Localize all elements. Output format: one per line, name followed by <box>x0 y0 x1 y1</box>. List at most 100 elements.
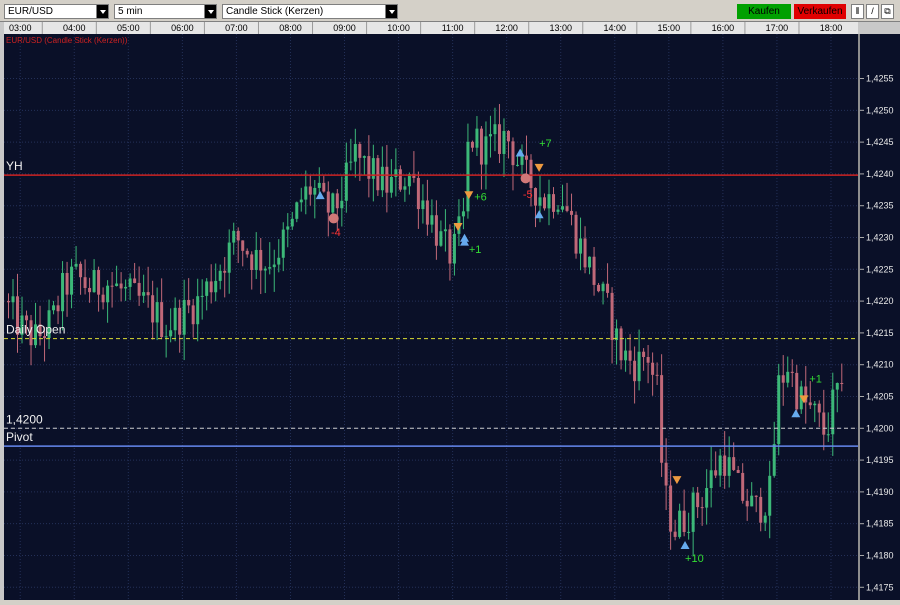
close-marker <box>328 213 339 224</box>
candle-bear <box>376 158 380 191</box>
candle-bear <box>741 472 745 501</box>
y-tick-label: 1,4255 <box>866 74 894 84</box>
candle-bear <box>682 510 686 533</box>
candle-bear <box>178 307 182 335</box>
candle-bear <box>470 141 474 148</box>
candle-bear <box>236 230 240 241</box>
candle-bull <box>763 515 767 523</box>
candle-bull <box>353 144 357 162</box>
draw-line-icon[interactable]: / <box>866 4 879 19</box>
candle-bull <box>826 434 830 436</box>
candle-bear <box>335 193 339 209</box>
candle-bear <box>736 469 740 473</box>
pl-annotation: +1 <box>469 244 482 256</box>
interval-dropdown-icon[interactable] <box>204 4 217 19</box>
candle-bear <box>524 155 528 160</box>
candle-bear <box>754 495 758 497</box>
candle-bull <box>452 233 456 264</box>
candle-bull <box>286 226 290 230</box>
candle-bull <box>439 231 443 246</box>
candle-bull <box>344 162 348 201</box>
interval-select[interactable]: 5 min <box>114 4 206 19</box>
y-tick-label: 1,4205 <box>866 391 894 401</box>
candle-bear <box>790 371 794 373</box>
candle-bull <box>430 215 434 225</box>
chart-type-dropdown-icon[interactable] <box>385 4 398 19</box>
candle-bear <box>43 336 47 339</box>
candle-bear <box>398 169 402 190</box>
candle-bull <box>128 278 132 287</box>
candle-bull <box>182 299 186 335</box>
reference-line-label: Daily Open <box>6 323 65 337</box>
candle-bear <box>97 270 101 295</box>
sell-marker <box>672 476 682 485</box>
candle-bull <box>331 193 335 213</box>
chart-type-select[interactable]: Candle Stick (Kerzen) <box>222 4 386 19</box>
candle-bear <box>187 299 191 306</box>
candle-bull <box>407 174 411 187</box>
candle-bull <box>786 371 790 383</box>
y-tick-label: 1,4185 <box>866 519 894 529</box>
candle-bear <box>592 256 596 285</box>
candle-bear <box>655 374 659 376</box>
reference-line-label: YH <box>6 159 23 173</box>
candle-bear <box>479 128 483 165</box>
candle-bull <box>488 134 492 137</box>
candle-bear <box>250 254 254 270</box>
buy-marker <box>791 409 801 418</box>
candle-bear <box>416 177 420 210</box>
candle-bull <box>709 470 713 489</box>
buy-button[interactable]: Kaufen <box>737 4 791 19</box>
candle-bull <box>164 336 168 338</box>
candle-bull <box>290 218 294 227</box>
symbol-select[interactable]: EUR/USD <box>4 4 97 19</box>
symbol-dropdown-icon[interactable] <box>96 4 109 19</box>
candle-bear <box>65 272 69 295</box>
candle-bull <box>299 199 303 203</box>
x-tick-label: 17:00 <box>766 23 789 33</box>
y-tick-label: 1,4220 <box>866 296 894 306</box>
pl-annotation: +1 <box>809 374 822 386</box>
candle-bear <box>101 294 105 303</box>
candle-bear <box>7 301 11 303</box>
candle-bear <box>88 287 92 293</box>
y-tick-label: 1,4190 <box>866 487 894 497</box>
candle-bull <box>493 124 497 135</box>
candle-bull <box>727 457 731 476</box>
x-tick-label: 03:00 <box>9 23 32 33</box>
candle-bear <box>606 283 610 293</box>
sell-button[interactable]: Verkaufen <box>794 4 846 19</box>
candle-bear <box>16 296 20 335</box>
candle-bear <box>808 402 812 406</box>
candle-bear <box>822 412 826 435</box>
candle-bull <box>466 141 470 212</box>
candle-bull <box>142 292 146 296</box>
candle-bull <box>691 492 695 532</box>
candle-bear <box>583 238 587 268</box>
indicator-icon[interactable]: ⫴ <box>851 4 864 19</box>
candle-bear <box>696 492 700 508</box>
candle-bull <box>461 211 465 217</box>
candle-bear <box>146 292 150 296</box>
candle-bull <box>272 264 276 268</box>
candle-bull <box>155 302 159 323</box>
price-chart[interactable]: 03:00 04:00 05:00 06:00 07:00 08:00 09:00 10:00… <box>0 22 900 600</box>
candle-bull <box>20 315 24 335</box>
candle-bull <box>115 283 119 286</box>
detach-window-icon[interactable]: ⧉ <box>881 4 894 19</box>
sell-marker <box>799 395 809 404</box>
candle-bull <box>588 256 592 268</box>
candle-bear <box>151 295 155 323</box>
candle-bull <box>371 158 375 179</box>
y-tick-label: 1,4245 <box>866 137 894 147</box>
candle-bear <box>245 250 249 255</box>
candle-bear <box>434 215 438 246</box>
x-tick-label: 09:00 <box>333 23 356 33</box>
y-tick-label: 1,4195 <box>866 455 894 465</box>
candle-bear <box>673 531 677 537</box>
candle-bull <box>92 270 96 293</box>
candle-bull <box>768 475 772 516</box>
price-axis <box>860 34 900 600</box>
x-tick-label: 13:00 <box>549 23 572 33</box>
candle-bull <box>813 403 817 406</box>
